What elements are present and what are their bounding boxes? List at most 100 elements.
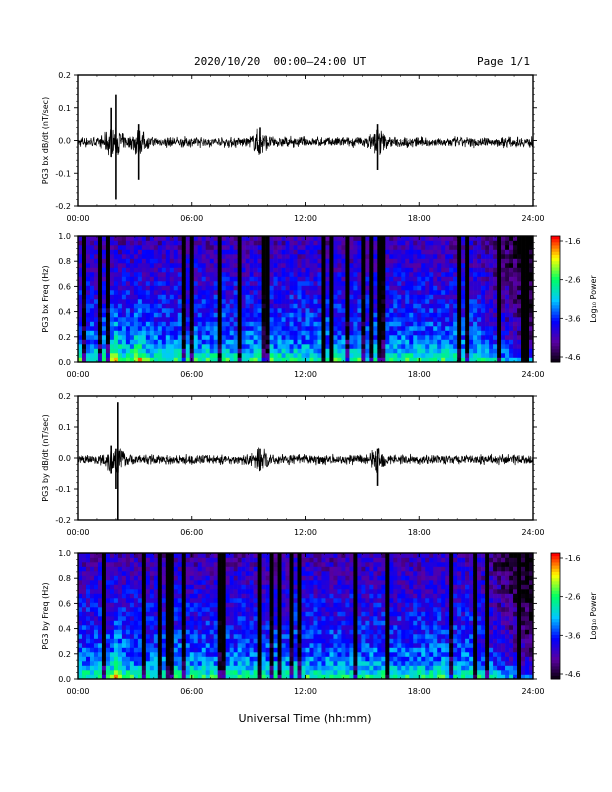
spectrogram-cell bbox=[365, 326, 370, 331]
spectrogram-cell bbox=[253, 245, 258, 250]
spectrogram-cell bbox=[385, 285, 390, 291]
spectrogram-cell bbox=[401, 281, 406, 286]
spectrogram-cell bbox=[133, 285, 139, 291]
spectrogram-cell bbox=[145, 290, 151, 295]
spectrogram-cell bbox=[417, 335, 422, 340]
spectrogram-cell bbox=[253, 308, 258, 313]
spectrogram-cell bbox=[489, 285, 494, 291]
spectrogram-cell bbox=[241, 267, 246, 273]
spectrogram-cell bbox=[357, 281, 362, 286]
spectrogram-cell bbox=[361, 299, 366, 304]
spectrogram-cell bbox=[273, 326, 278, 331]
spectrogram-cell bbox=[213, 625, 218, 630]
spectrogram-cell bbox=[277, 258, 282, 264]
spectrogram-cell bbox=[253, 553, 258, 558]
spectrogram-cell bbox=[145, 272, 151, 277]
spectrogram-cell bbox=[237, 339, 242, 345]
spectrogram-cell bbox=[81, 647, 87, 653]
spectrogram-cell bbox=[117, 299, 123, 304]
spectrogram-cell bbox=[261, 335, 266, 340]
spectrogram-cell bbox=[101, 330, 107, 336]
spectrogram-cell bbox=[401, 303, 406, 309]
spectrogram-cell bbox=[253, 625, 258, 630]
spectrogram-cell bbox=[181, 665, 187, 671]
spectrogram-cell bbox=[93, 593, 99, 599]
spectrogram-cell bbox=[97, 330, 103, 336]
spectrogram-cell bbox=[393, 339, 398, 345]
spectrogram-cell bbox=[281, 258, 286, 264]
spectrogram-cell bbox=[89, 303, 95, 309]
spectrogram-cell bbox=[285, 339, 290, 345]
spectrogram-cell bbox=[453, 312, 458, 318]
spectrogram-cell bbox=[497, 267, 502, 273]
spectrogram-cell bbox=[209, 263, 214, 268]
spectrogram-cell bbox=[249, 593, 254, 599]
spectrogram-cell bbox=[505, 267, 510, 273]
spectrogram-cell bbox=[473, 267, 478, 273]
x-tick-label: 06:00 bbox=[180, 528, 203, 537]
plot-title: 2020/10/20 00:00–24:00 UT bbox=[194, 55, 367, 68]
spectrogram-cell bbox=[145, 629, 151, 635]
spectrogram-cell bbox=[197, 620, 203, 626]
spectrogram-cell bbox=[293, 249, 298, 255]
spectrogram-cell bbox=[169, 303, 175, 309]
spectrogram-cell bbox=[189, 263, 195, 268]
spectrogram-cell bbox=[93, 344, 99, 349]
spectrogram-cell bbox=[357, 326, 362, 331]
spectrogram-cell bbox=[365, 240, 370, 246]
spectrogram-cell bbox=[489, 339, 494, 345]
spectrogram-cell bbox=[457, 330, 462, 336]
colorbar-segment bbox=[551, 327, 560, 331]
spectrogram-cell bbox=[93, 348, 99, 354]
spectrogram-cell bbox=[125, 357, 131, 363]
spectrogram-cell bbox=[469, 339, 474, 345]
spectrogram-cell bbox=[105, 335, 111, 340]
spectrogram-cell bbox=[329, 285, 334, 291]
spectrogram-cell bbox=[129, 272, 135, 277]
spectrogram-cell bbox=[345, 308, 350, 313]
spectrogram-cell bbox=[341, 348, 346, 354]
spectrogram-cell bbox=[321, 272, 326, 277]
spectrogram-cell bbox=[373, 339, 378, 345]
spectrogram-cell bbox=[357, 276, 362, 282]
spectrogram-cell bbox=[121, 245, 127, 250]
spectrogram-cell bbox=[117, 281, 123, 286]
spectrogram-cell bbox=[137, 562, 143, 567]
spectrogram-cell bbox=[461, 276, 466, 282]
spectrogram-cell bbox=[385, 303, 390, 309]
spectrogram-cell bbox=[81, 665, 87, 671]
spectrogram-cell bbox=[493, 267, 498, 273]
spectrogram-cell bbox=[145, 625, 151, 630]
spectrogram-cell bbox=[145, 589, 151, 594]
spectrogram-cell bbox=[437, 245, 442, 250]
spectrogram-cell bbox=[97, 281, 103, 286]
spectrogram-cell bbox=[289, 285, 294, 291]
spectrogram-cell bbox=[181, 254, 187, 259]
spectrogram-cell bbox=[161, 674, 167, 680]
spectrogram-cell bbox=[121, 299, 127, 304]
spectrogram-cell bbox=[265, 303, 270, 309]
spectrogram-cell bbox=[517, 308, 522, 313]
spectrogram-cell bbox=[353, 285, 358, 291]
spectrogram-cell bbox=[165, 589, 171, 594]
spectrogram-cell bbox=[337, 240, 342, 246]
spectrogram-cell bbox=[165, 607, 171, 612]
spectrogram-cell bbox=[389, 303, 394, 309]
spectrogram-cell bbox=[369, 326, 374, 331]
spectrogram-cell bbox=[245, 571, 250, 576]
spectrogram-cell bbox=[109, 661, 115, 666]
spectrogram-cell bbox=[413, 335, 418, 340]
spectrogram-cell bbox=[261, 589, 266, 594]
spectrogram-cell bbox=[269, 335, 274, 340]
spectrogram-cell bbox=[165, 353, 171, 358]
spectrogram-cell bbox=[217, 571, 222, 576]
spectrogram-cell bbox=[209, 616, 214, 621]
spectrogram-cell bbox=[97, 308, 103, 313]
spectrogram-cell bbox=[85, 674, 91, 680]
spectrogram-cell bbox=[193, 321, 199, 327]
spectrogram-cell bbox=[517, 303, 522, 309]
spectrogram-cell bbox=[269, 620, 274, 626]
spectrogram-cell bbox=[213, 299, 218, 304]
spectrogram-cell bbox=[409, 308, 414, 313]
